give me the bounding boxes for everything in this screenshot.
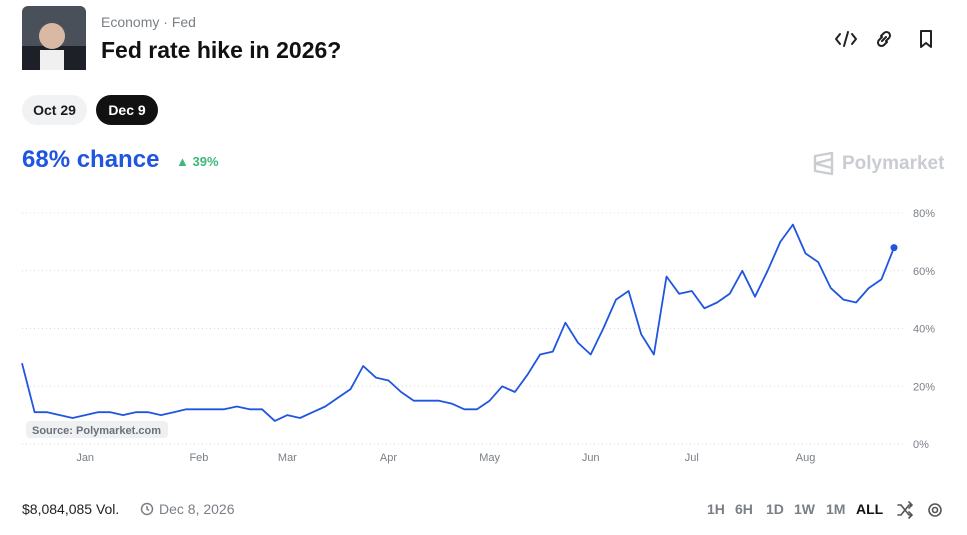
x-tick-label: Apr	[380, 452, 397, 464]
chance: 68% chance	[22, 146, 160, 173]
x-tick-label: Mar	[278, 452, 297, 464]
range-button[interactable]: 1W	[794, 501, 815, 517]
source-box	[26, 421, 168, 438]
range-button[interactable]: 1M	[826, 501, 846, 517]
brand-logo	[813, 152, 834, 176]
brand: Polymarket	[842, 153, 945, 174]
x-tick-label: Feb	[189, 452, 208, 464]
y-tick-label: 0%	[913, 439, 929, 451]
breadcrumb: Economy · Fed	[101, 14, 196, 30]
change-value: 39%	[192, 154, 219, 169]
y-tick-label: 20%	[913, 381, 935, 393]
price-line	[21, 223, 895, 422]
x-tick-label: Jun	[582, 452, 600, 464]
range-button[interactable]: 1D	[766, 501, 784, 517]
range-button[interactable]: ALL	[856, 501, 884, 517]
range-button[interactable]: 6H	[735, 501, 753, 517]
category[interactable]: Economy	[101, 14, 160, 30]
market-title: Fed rate hike in 2026?	[101, 37, 342, 63]
source-badge: Source: Polymarket.com	[26, 421, 168, 438]
end-dot	[890, 244, 898, 252]
date-tab[interactable]: Oct 29	[22, 95, 87, 125]
market-image	[22, 6, 86, 70]
y-tick-label: 40%	[913, 324, 935, 336]
chart-tools	[897, 501, 942, 519]
change: ▲ 39%	[176, 154, 219, 169]
shuffle-icon[interactable]	[897, 501, 914, 519]
date-tab[interactable]: Dec 9	[96, 95, 158, 125]
bookmark-icon[interactable]	[920, 30, 932, 48]
y-tick-label: 80%	[913, 208, 935, 220]
embed-icon[interactable]	[835, 31, 857, 47]
x-tick-label: Jul	[685, 452, 699, 464]
clock-icon	[140, 502, 154, 516]
end-date: Dec 8, 2026	[159, 501, 235, 517]
x-tick-label: Aug	[796, 452, 816, 464]
source-label: Source: Polymarket.com	[32, 425, 161, 437]
range-button[interactable]: 1H	[707, 501, 725, 517]
x-tick-label: May	[479, 452, 500, 464]
settings-icon[interactable]	[928, 503, 942, 517]
y-tick-label: 60%	[913, 266, 935, 278]
chart: 0% 20% 40% 60% 80% Jan Feb Mar Apr May Jun Jul Aug So…	[21, 208, 935, 464]
x-tick-label: Jan	[76, 452, 94, 464]
volume: $8,084,085 Vol.	[22, 501, 120, 517]
actions	[835, 30, 932, 48]
subcategory[interactable]: Fed	[171, 14, 196, 30]
link-icon[interactable]	[876, 30, 892, 48]
